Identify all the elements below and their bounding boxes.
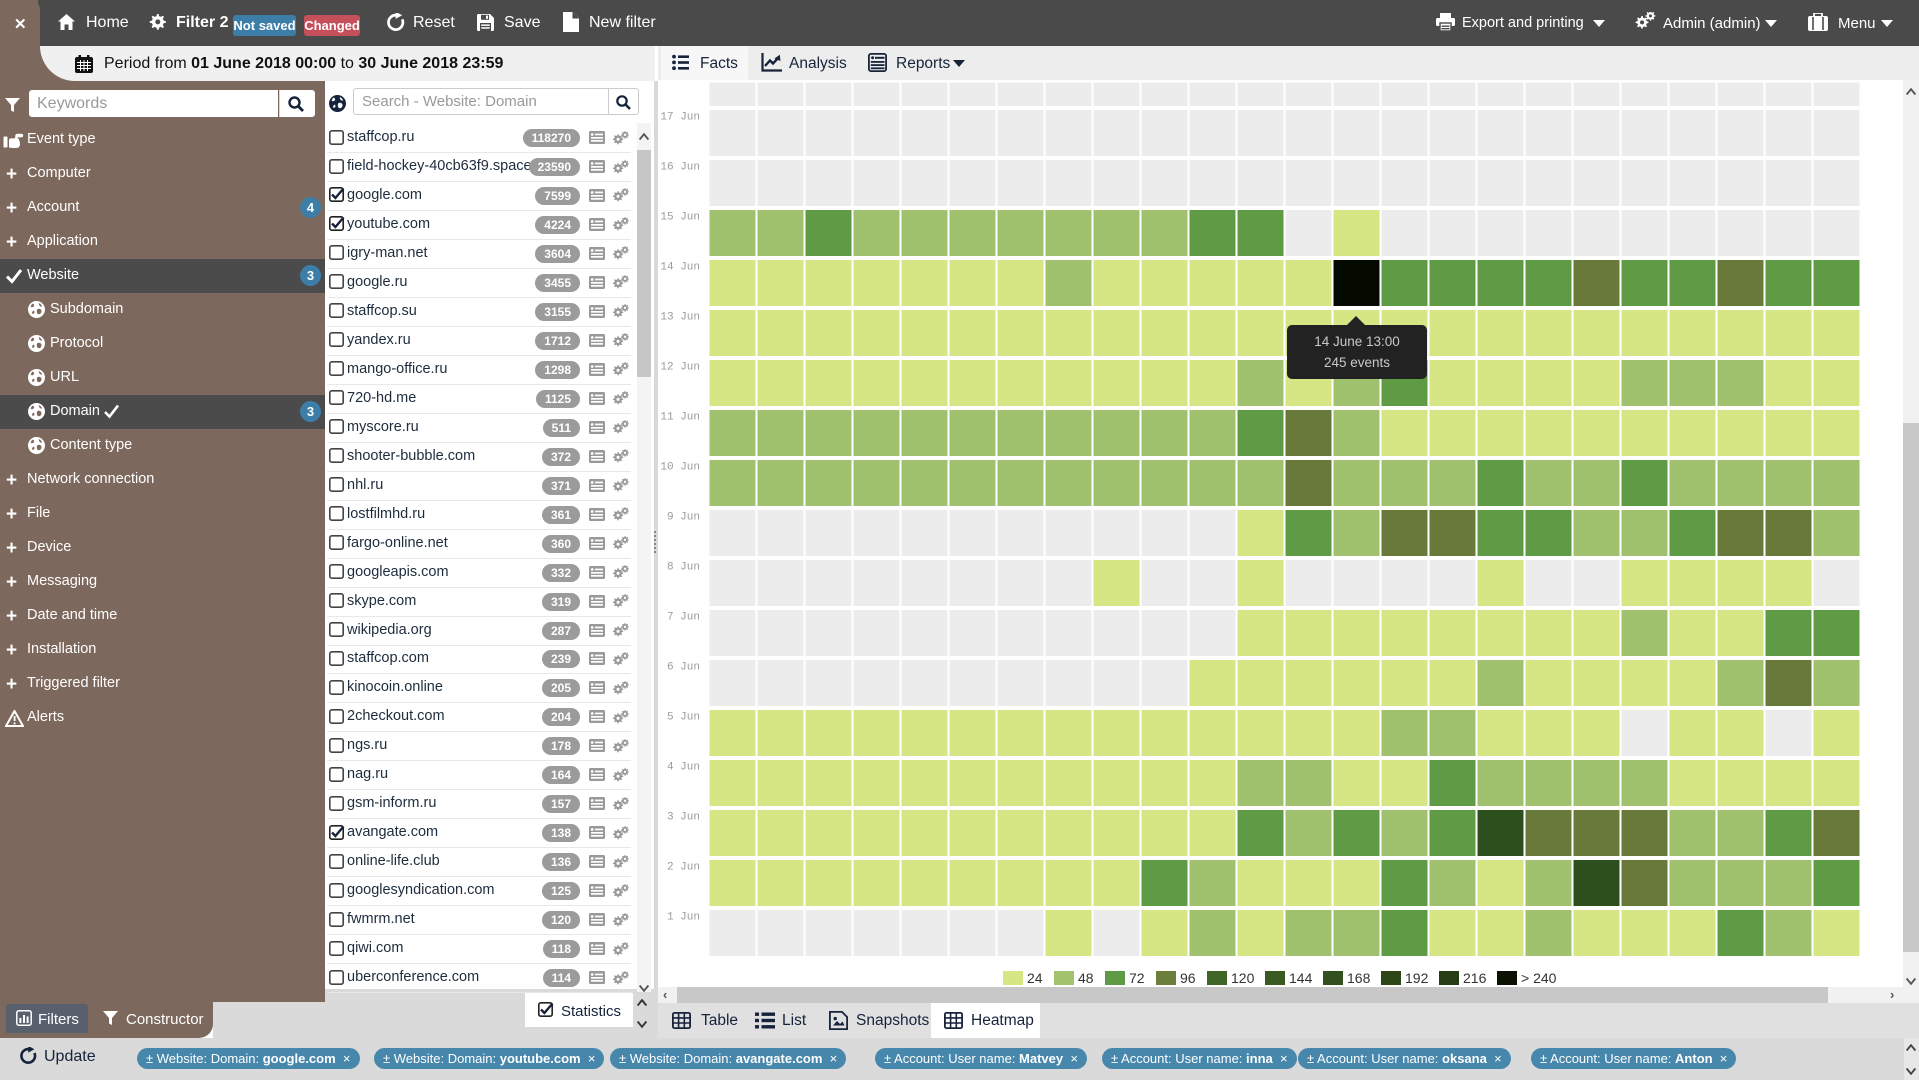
svg-text:10 Jun: 10 Jun bbox=[660, 462, 700, 474]
svg-text:2 Jun: 2 Jun bbox=[667, 862, 700, 874]
svg-text:168: 168 bbox=[1347, 970, 1371, 986]
svg-text:17 Jun: 17 Jun bbox=[660, 112, 700, 124]
svg-text:11 Jun: 11 Jun bbox=[660, 412, 700, 424]
svg-text:9 Jun: 9 Jun bbox=[667, 512, 700, 524]
svg-text:6 Jun: 6 Jun bbox=[667, 662, 700, 674]
svg-text:48: 48 bbox=[1078, 970, 1094, 986]
svg-text:4 Jun: 4 Jun bbox=[667, 762, 700, 774]
svg-text:72: 72 bbox=[1129, 970, 1145, 986]
svg-text:120: 120 bbox=[1231, 970, 1255, 986]
svg-text:15 Jun: 15 Jun bbox=[660, 212, 700, 224]
svg-text:3 Jun: 3 Jun bbox=[667, 812, 700, 824]
svg-text:13 Jun: 13 Jun bbox=[660, 312, 700, 324]
svg-text:192: 192 bbox=[1405, 970, 1429, 986]
svg-text:24: 24 bbox=[1027, 970, 1043, 986]
svg-text:216: 216 bbox=[1463, 970, 1487, 986]
svg-text:7 Jun: 7 Jun bbox=[667, 612, 700, 624]
svg-text:96: 96 bbox=[1180, 970, 1196, 986]
svg-text:12 Jun: 12 Jun bbox=[660, 362, 700, 374]
svg-text:16 Jun: 16 Jun bbox=[660, 162, 700, 174]
svg-text:> 240: > 240 bbox=[1521, 970, 1557, 986]
svg-text:1 Jun: 1 Jun bbox=[667, 912, 700, 924]
svg-text:14 Jun: 14 Jun bbox=[660, 262, 700, 274]
svg-text:8 Jun: 8 Jun bbox=[667, 562, 700, 574]
svg-text:144: 144 bbox=[1289, 970, 1313, 986]
svg-text:5 Jun: 5 Jun bbox=[667, 712, 700, 724]
